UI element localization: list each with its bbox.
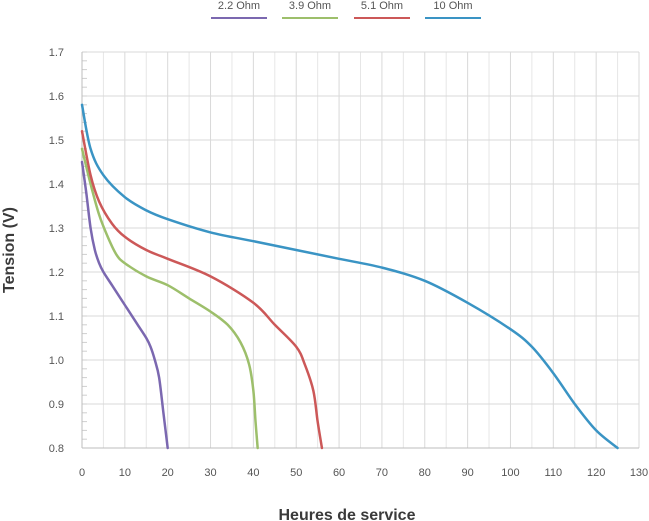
- y-tick-label: 1.1: [49, 311, 64, 323]
- series-line-5-1-ohm: [80, 129, 324, 450]
- x-tick-label: 20: [162, 467, 174, 479]
- y-tick-label: 1.6: [49, 91, 64, 103]
- y-tick-label: 1.5: [49, 135, 64, 147]
- legend-label-5-1-ohm: 5.1 Ohm: [361, 0, 403, 12]
- y-tick-label: 1.3: [49, 223, 64, 235]
- x-axis-title: Heures de service: [279, 507, 416, 521]
- x-tick-label: 50: [290, 467, 302, 479]
- legend-label-10-ohm: 10 Ohm: [433, 0, 472, 12]
- y-tick-label: 1.2: [49, 267, 64, 279]
- y-tick-label: 0.9: [49, 399, 64, 411]
- grid: [81, 51, 640, 449]
- x-tick-label: 40: [247, 467, 259, 479]
- x-tick-label: 80: [419, 467, 431, 479]
- x-tick-label: 30: [204, 467, 216, 479]
- y-tick-label: 1.0: [49, 355, 64, 367]
- legend: 2.2 Ohm 3.9 Ohm 5.1 Ohm 10 Ohm: [211, 0, 481, 19]
- x-tick-label: 10: [119, 467, 131, 479]
- x-tick-label: 120: [587, 467, 605, 479]
- x-tick-label: 130: [630, 467, 648, 479]
- series-line-10-ohm: [80, 103, 619, 450]
- x-tick-label: 60: [333, 467, 345, 479]
- x-tick-label: 70: [376, 467, 388, 479]
- x-tick-label: 90: [461, 467, 473, 479]
- legend-label-2-2-ohm: 2.2 Ohm: [218, 0, 260, 12]
- axis-ticks: 0 10 20 30 40 50 60 70 80 90 100 110 120 130 0.8 0.9 1.0…: [49, 47, 648, 479]
- y-tick-label: 1.4: [49, 179, 64, 191]
- y-tick-label: 1.7: [49, 47, 64, 59]
- y-axis-title: Tension (V): [1, 207, 18, 293]
- series-line-2-2-ohm: [80, 160, 169, 450]
- series-lines: [80, 103, 619, 450]
- series-line-3-9-ohm: [80, 147, 259, 450]
- x-tick-label: 100: [501, 467, 519, 479]
- x-tick-label: 110: [545, 467, 563, 479]
- y-tick-label: 0.8: [49, 443, 64, 455]
- x-tick-label: 0: [79, 467, 85, 479]
- legend-label-3-9-ohm: 3.9 Ohm: [289, 0, 331, 12]
